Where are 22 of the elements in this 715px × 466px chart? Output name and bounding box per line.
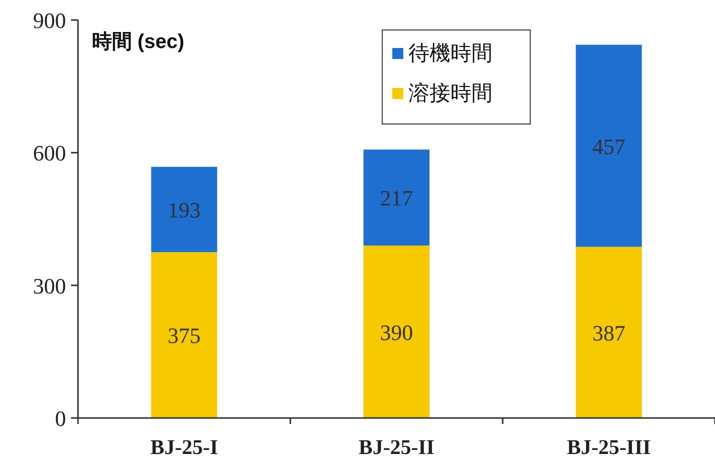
bar	[364, 150, 430, 246]
y-tick-label: 300	[33, 273, 66, 298]
data-label: 387	[592, 320, 626, 346]
bar	[364, 246, 430, 418]
bar	[151, 252, 218, 418]
data-label: 217	[380, 186, 413, 211]
data-label: 390	[380, 320, 413, 345]
bar	[576, 44, 642, 247]
data-label: 193	[168, 197, 201, 222]
data-label: 457	[592, 134, 626, 159]
legend-label: 待機時間	[408, 42, 492, 65]
data-label: 375	[168, 323, 201, 348]
x-tick-label: BJ-25-II	[358, 435, 434, 459]
bar	[151, 166, 218, 252]
y-tick-label: 900	[33, 8, 66, 33]
y-tick-label: 600	[33, 140, 66, 166]
y-axis-title: 時間 (sec)	[92, 31, 184, 53]
legend-label: 溶接時間	[408, 82, 492, 105]
x-tick-label: BJ-25-I	[150, 435, 218, 459]
x-tick-label: BJ-25-III	[566, 435, 651, 459]
y-tick-label: 0	[55, 406, 66, 431]
bar	[576, 246, 642, 418]
